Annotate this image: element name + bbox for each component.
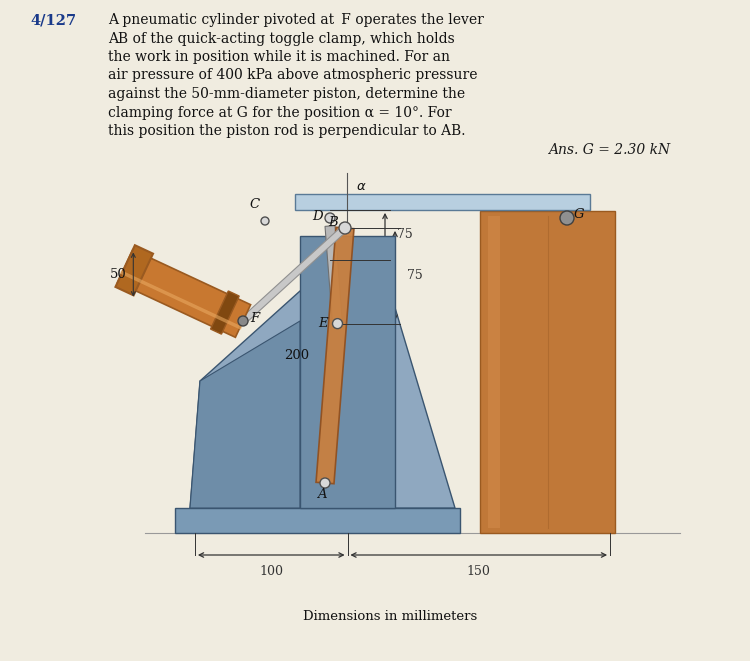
Text: AB of the quick-acting toggle clamp, which holds: AB of the quick-acting toggle clamp, whi… <box>108 32 454 46</box>
Text: A: A <box>317 488 327 502</box>
Circle shape <box>238 316 248 326</box>
Text: Ans. G = 2.30 kN: Ans. G = 2.30 kN <box>548 143 670 157</box>
Text: this position the piston rod is perpendicular to AB.: this position the piston rod is perpendi… <box>108 124 466 138</box>
Text: Dimensions in millimeters: Dimensions in millimeters <box>303 610 477 623</box>
Bar <box>300 236 395 508</box>
Text: 50: 50 <box>110 268 127 281</box>
Text: 150: 150 <box>466 565 490 578</box>
Circle shape <box>320 478 330 488</box>
Text: 75: 75 <box>397 229 412 241</box>
Text: C: C <box>250 198 260 210</box>
Text: air pressure of 400 kPa above atmospheric pressure: air pressure of 400 kPa above atmospheri… <box>108 69 478 83</box>
Bar <box>488 216 500 528</box>
Circle shape <box>332 319 343 329</box>
Text: G: G <box>574 208 584 221</box>
Text: the work in position while it is machined. For an: the work in position while it is machine… <box>108 50 450 64</box>
Text: 100: 100 <box>260 565 284 578</box>
Polygon shape <box>241 225 347 324</box>
Text: E: E <box>319 317 328 330</box>
Text: $\alpha$: $\alpha$ <box>356 180 366 192</box>
Circle shape <box>339 222 351 234</box>
Circle shape <box>261 217 269 225</box>
Text: A pneumatic cylinder pivoted at  F operates the lever: A pneumatic cylinder pivoted at F operat… <box>108 13 484 27</box>
Text: against the 50-mm-diameter piston, determine the: against the 50-mm-diameter piston, deter… <box>108 87 465 101</box>
Text: D: D <box>313 210 323 223</box>
Text: 75: 75 <box>407 269 423 282</box>
Polygon shape <box>118 250 250 337</box>
Circle shape <box>560 211 574 225</box>
Polygon shape <box>325 225 343 324</box>
Polygon shape <box>190 321 300 508</box>
Text: 4/127: 4/127 <box>30 13 76 27</box>
Circle shape <box>325 213 335 223</box>
Text: 200: 200 <box>284 349 310 362</box>
Polygon shape <box>190 291 455 508</box>
Polygon shape <box>211 291 239 334</box>
Polygon shape <box>116 245 153 295</box>
Polygon shape <box>316 227 354 484</box>
Bar <box>175 508 460 533</box>
Bar <box>480 211 615 533</box>
Text: F: F <box>251 311 260 325</box>
Text: clamping force at G for the position α = 10°. For: clamping force at G for the position α =… <box>108 106 452 120</box>
Text: B: B <box>328 217 338 229</box>
Bar <box>295 194 590 210</box>
